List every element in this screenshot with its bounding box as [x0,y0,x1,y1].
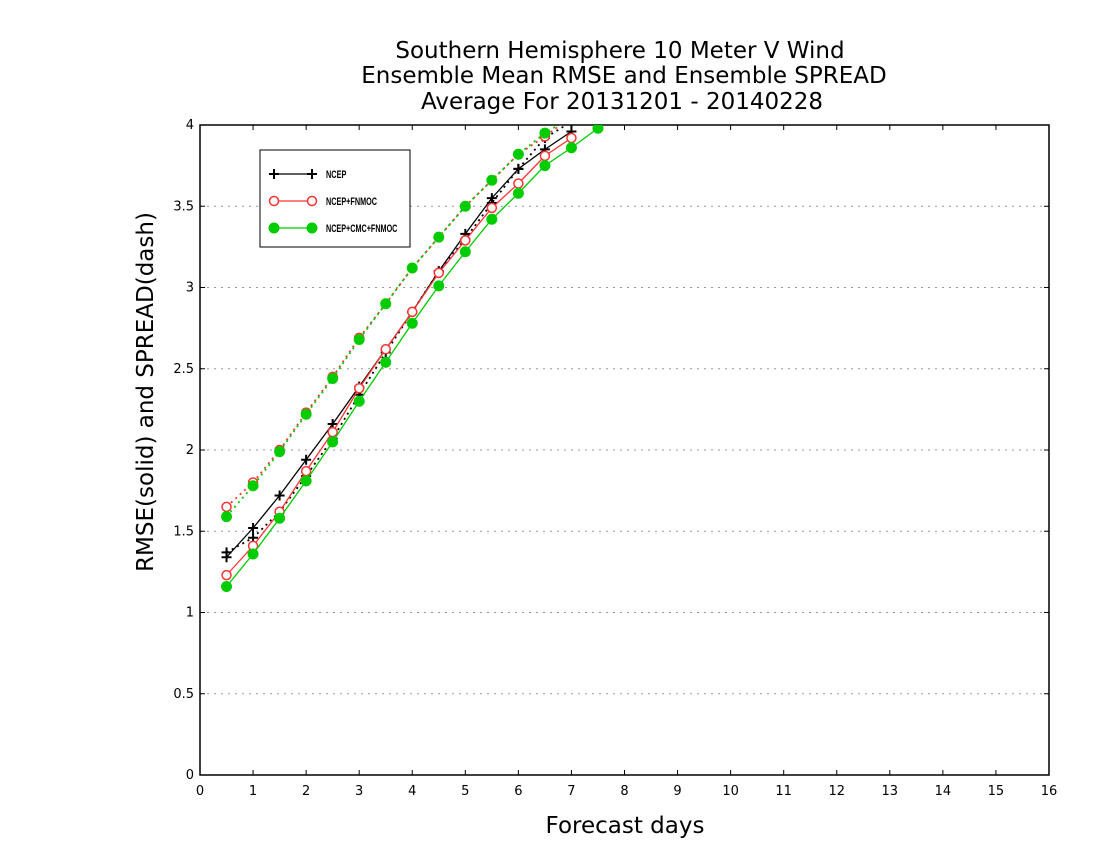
ncep-cmc-fnmoc-rmse-point [565,142,577,154]
x-tick-label: 7 [567,784,575,799]
ncep-fnmoc-rmse-line [226,137,572,576]
ncep-spread-line [226,125,568,554]
ncep-fnmoc-rmse-point [221,569,232,581]
x-tick-label: 8 [620,784,628,799]
title-line-3: Average For 20131201 - 20140228 [421,89,823,115]
legend: NCEP NCEP+FNMOC NCEP+CMC+FNMOC [259,149,411,248]
y-tick-label: 1.5 [173,524,194,539]
ncep-cmc-fnmoc-rmse-point [353,395,365,407]
ncep-rmse-point [274,490,285,501]
ncep-cmc-fnmoc-rmse-point [247,548,259,560]
ncep-fnmoc-rmse-point [566,132,577,144]
ncep-cmc-fnmoc-rmse-point [300,475,312,487]
legend-marker-ncep [307,169,317,179]
y-tick-label: 0.5 [173,687,194,702]
ncep-fnmoc-rmse-point [380,344,391,355]
ncep-fnmoc-rmse-point [300,465,312,477]
ncep-cmc-fnmoc-rmse-point [274,512,286,524]
y-tick-label: 4 [186,118,194,133]
legend-marker-ncep-fnmoc [306,195,318,207]
legend-marker-ncep [269,169,279,179]
ncep-fnmoc-rmse-point [539,150,551,162]
ncep-cmc-fnmoc-spread-point [353,334,365,345]
ncep-cmc-fnmoc-spread-point [327,373,339,384]
x-tick-label: 13 [882,784,899,799]
ncep-cmc-fnmoc-rmse-point [221,581,233,592]
x-tick-label: 12 [828,784,845,799]
x-tick-label: 15 [988,784,1005,799]
y-tick-label: 3.5 [173,199,194,214]
x-tick-label: 14 [935,784,952,799]
ncep-cmc-fnmoc-rmse-point [406,317,418,329]
ncep-cmc-fnmoc-rmse-point [486,213,498,225]
ncep-fnmoc-rmse-point [353,383,365,394]
legend-marker-ncep-fnmoc [268,195,280,207]
x-tick-label: 9 [673,784,681,799]
ncep-cmc-fnmoc-spread-point [274,446,286,458]
ncep-cmc-fnmoc-rmse-point [592,125,604,134]
ncep-cmc-fnmoc-spread-line [225,125,560,518]
ncep-rmse-point [486,193,497,204]
ncep-cmc-fnmoc-spread-point [459,200,471,212]
ncep-fnmoc-spread-point [221,501,232,513]
axes: 0 1 2 3 4 5 6 7 8 9 10 11 12 13 14 15 1600.511.522.533.5… [173,118,1057,799]
ncep-spread-point [570,125,573,127]
ncep-fnmoc-rmse-point [460,235,471,246]
x-axis-label: Forecast days [546,813,705,839]
y-tick-label: 1 [186,606,194,621]
x-tick-label: 11 [775,784,792,799]
ncep-fnmoc-rmse-point [513,178,524,189]
ncep-cmc-fnmoc-spread-point [512,148,524,160]
x-tick-label: 0 [196,784,204,799]
ncep-cmc-fnmoc-rmse-point [539,160,551,172]
legend-label-ncep-cmc-fnmoc: NCEP+CMC+FNMOC [326,223,397,235]
ncep-cmc-fnmoc-spread-point [486,174,498,186]
legend-marker-ncep-cmc-fnmoc [306,222,318,234]
ncep-fnmoc-rmse-point [486,202,498,214]
x-tick-label: 6 [514,784,522,799]
y-tick-label: 0 [186,768,194,783]
ncep-cmc-fnmoc-spread-point [406,262,418,274]
y-tick-label: 2 [186,443,194,458]
ncep-fnmoc-rmse-point [327,426,338,438]
x-tick-label: 5 [461,784,469,799]
ncep-cmc-fnmoc-spread-point [300,408,312,420]
y-tick-label: 3 [186,281,194,296]
ncep-fnmoc-rmse-point [433,267,445,279]
ncep-fnmoc-spread-line [225,125,562,508]
ncep-rmse-point [301,454,312,465]
legend-label-ncep-fnmoc: NCEP+FNMOC [326,196,377,208]
legend-box [259,149,411,248]
chart-title: Southern Hemisphere 10 Meter V Wind Ense… [361,38,886,115]
ncep-cmc-fnmoc-spread-point [539,127,551,139]
legend-marker-ncep-cmc-fnmoc [268,222,280,234]
ncep-cmc-fnmoc-rmse-point [433,280,445,292]
ncep-cmc-fnmoc-spread-point [221,511,233,523]
ncep-rmse-point [248,523,259,533]
x-tick-label: 10 [722,784,739,799]
ncep-rmse-point [221,552,232,563]
x-tick-label: 2 [302,784,310,799]
title-line-1: Southern Hemisphere 10 Meter V Wind [395,38,844,64]
x-tick-label: 4 [408,784,416,799]
ncep-cmc-fnmoc-spread-point [247,480,259,492]
x-tick-label: 1 [249,784,257,799]
title-line-2: Ensemble Mean RMSE and Ensemble SPREAD [361,63,886,89]
legend-label-ncep: NCEP [326,169,346,181]
ncep-cmc-fnmoc-rmse-point [512,187,524,199]
x-tick-label: 3 [355,784,363,799]
ncep-cmc-fnmoc-rmse-point [327,436,339,448]
x-tick-label: 16 [1041,784,1058,799]
y-tick-label: 2.5 [173,362,194,377]
ncep-cmc-fnmoc-rmse-point [380,356,392,368]
ncep-cmc-fnmoc-spread-point [433,231,445,243]
ncep-fnmoc-rmse-point [407,306,418,318]
ncep-rmse-point [513,163,524,174]
ncep-cmc-fnmoc-rmse-point [459,246,471,258]
y-axis-label: RMSE(solid) and SPREAD(dash) [133,212,159,572]
ncep-cmc-fnmoc-spread-point [380,298,392,310]
series-layer [221,125,604,592]
